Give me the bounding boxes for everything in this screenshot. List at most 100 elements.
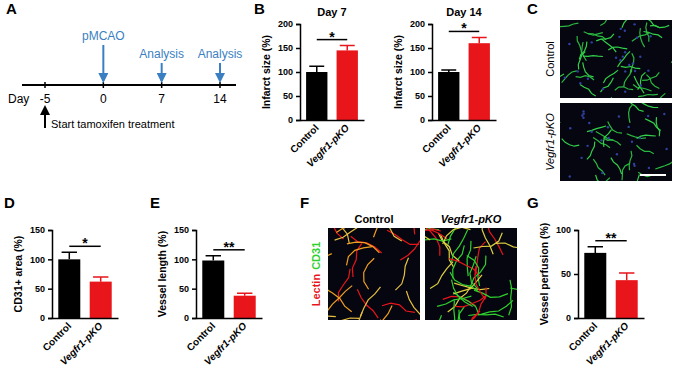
plot-area: [438, 37, 490, 120]
panel-label: C: [527, 0, 538, 17]
tick-mark: [192, 288, 196, 290]
image-nucleus: [602, 88, 604, 90]
tick-mark: [192, 230, 196, 232]
image-vessel: [638, 72, 646, 89]
tick-label: 100: [30, 255, 45, 265]
x-axis: ControlVegfr1-pKO: [40, 318, 118, 367]
image-vessel: [435, 315, 442, 320]
tick-mark: [48, 230, 52, 232]
image-nucleus: [647, 115, 649, 117]
timeline-tick: [161, 82, 163, 88]
axis-title: Infarct size (%): [260, 35, 272, 109]
tick-label: 150: [278, 43, 293, 53]
image-vessel: [621, 66, 641, 68]
image-vessel: [382, 228, 402, 241]
axis-title: CD31+ area (%): [12, 236, 24, 313]
image-vessel: [603, 138, 621, 145]
image-vessel: [380, 320, 411, 321]
image-vessel: [601, 39, 616, 52]
image-nucleus: [647, 69, 649, 71]
image-nucleus: [634, 70, 636, 72]
image-vessel: [603, 70, 618, 83]
tick: 0: [184, 313, 196, 323]
y-axis: 050100150: [174, 225, 197, 323]
image-vessel: [562, 139, 580, 147]
axis-line: [428, 25, 433, 121]
tick: 150: [410, 43, 432, 53]
image-vessel: [425, 228, 441, 231]
y-axis: 050100150200: [278, 19, 301, 125]
image-vessel: [448, 228, 462, 245]
image-vessel: [640, 103, 659, 108]
image-nucleus: [624, 90, 626, 92]
image-vessel: [580, 84, 596, 96]
image-nucleus: [600, 139, 602, 141]
tick: 100: [556, 225, 578, 235]
error-bar: [206, 256, 221, 261]
image-nucleus: [624, 51, 626, 53]
x-axis: ControlVegfr1-pKO: [566, 318, 644, 367]
image-nucleus: [569, 175, 571, 177]
tick: 0: [566, 313, 578, 323]
tick: Vegfr1-pKO: [436, 120, 483, 169]
image-vessel: [618, 51, 631, 66]
image-vessel: [382, 303, 415, 312]
image-vessel: [655, 161, 672, 169]
bar: [469, 43, 490, 120]
tick-label: 100: [556, 225, 571, 235]
image-nucleus: [624, 30, 626, 32]
image-vessel: [342, 312, 363, 320]
image-nucleus: [624, 70, 626, 72]
image-vessel: [406, 291, 420, 320]
image-vessel: [650, 25, 669, 27]
tick-mark: [428, 24, 432, 26]
image-nucleus: [648, 167, 650, 169]
image-vessel: [671, 62, 672, 67]
axis-line: [53, 318, 119, 320]
image-nucleus: [607, 137, 609, 139]
event-label: Analysis: [139, 47, 184, 61]
image-nucleus: [582, 110, 584, 112]
tick: 100: [30, 255, 52, 265]
image-nucleus: [590, 41, 592, 43]
image-vessel: [622, 20, 630, 28]
bar: [234, 296, 256, 318]
image-label: Vegfr1-pKO: [441, 213, 502, 225]
image-vessel: [454, 300, 457, 320]
axis-title: Infarct size (%): [392, 35, 404, 109]
timeline-tick-label: -5: [40, 92, 51, 106]
image-vessel: [407, 228, 415, 234]
image-vessel: [453, 292, 479, 315]
image-nucleus: [607, 126, 609, 128]
tick: Vegfr1-pKO: [304, 120, 351, 169]
tick-mark: [296, 72, 300, 74]
image-vessel: [373, 306, 392, 320]
bar: [58, 259, 80, 318]
y-axis: 050100: [556, 225, 579, 323]
tick-label: 150: [410, 43, 425, 53]
bar: [90, 282, 112, 318]
image-vessel: [438, 233, 459, 261]
tick: 50: [415, 91, 432, 101]
scale-bar: [640, 174, 666, 176]
bar: [202, 261, 224, 318]
image-vessel: [637, 135, 656, 139]
image-vessel: [593, 159, 605, 175]
plot-area: [584, 247, 637, 318]
timeline-tick: [219, 82, 221, 88]
image-vessel: [596, 178, 610, 181]
image-background: [425, 228, 517, 320]
image-label: Vegfr1-pKO: [544, 113, 556, 171]
image-vessel: [632, 33, 650, 42]
axis-line: [296, 25, 301, 121]
tick-mark: [428, 120, 432, 122]
image-nucleus: [587, 78, 589, 80]
error-bar: [62, 252, 77, 259]
image-vessel: [443, 228, 471, 244]
axis-title: Vessel perfusion (%): [538, 223, 550, 326]
image-vessel: [584, 32, 603, 36]
tick-mark: [574, 274, 578, 276]
x-axis: ControlVegfr1-pKO: [420, 120, 497, 169]
image-vessel: [587, 142, 595, 160]
axis-line: [192, 231, 197, 319]
